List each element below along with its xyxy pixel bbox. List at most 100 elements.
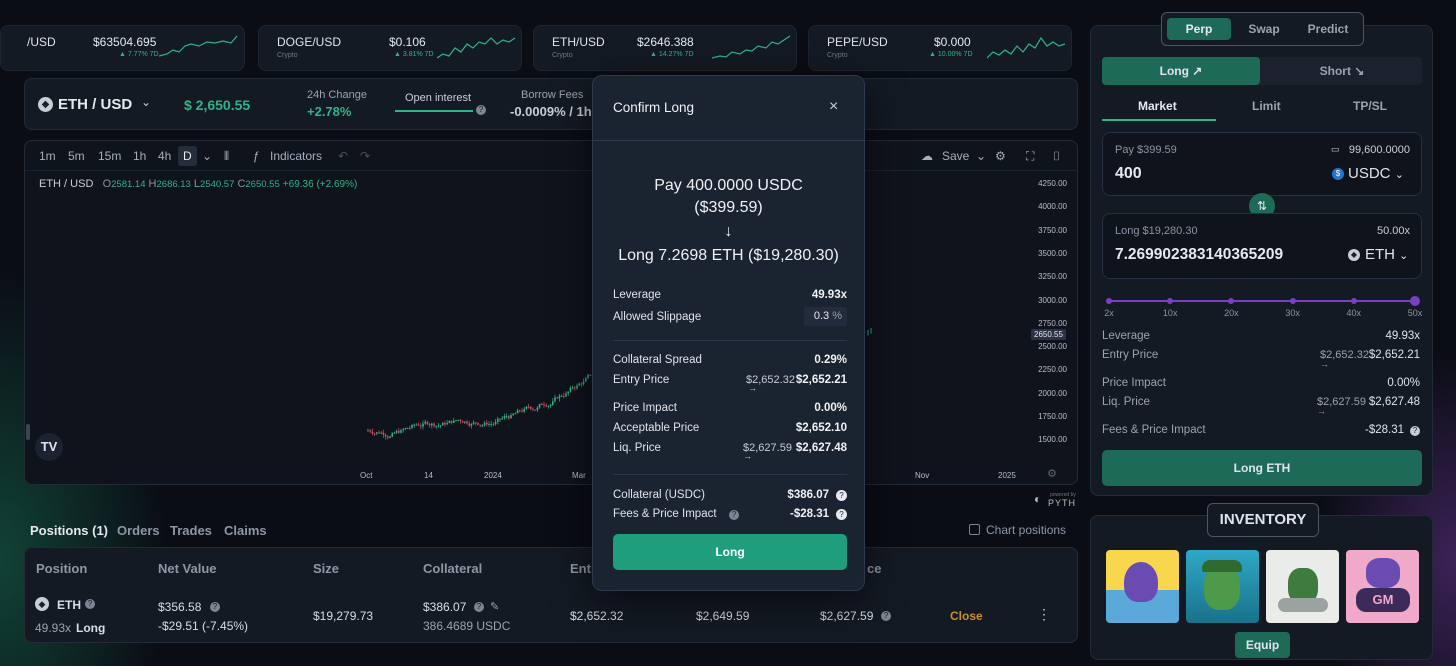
slider-tick-label: 20x [1224,308,1239,318]
info-icon[interactable]: ? [210,602,220,612]
camera-icon[interactable]: ⌷ [1053,149,1061,163]
candle-body [461,420,464,423]
long-eth-button[interactable]: Long ETH [1102,450,1422,486]
ticker-eth[interactable]: ETH/USD Crypto $2646.388 ▲ 14.27% 7D [533,25,797,71]
tab-tpsl[interactable]: TP/SL [1353,99,1388,113]
long-token-selector[interactable]: ETH ⌄ [1365,246,1408,263]
edit-pencil-icon[interactable]: ✎ [490,601,500,613]
tab-market[interactable]: Market [1138,99,1177,113]
slippage-input[interactable]: 0.3 % [804,307,847,326]
chevron-down-icon[interactable]: ⌄ [141,95,152,109]
ticker-price: $0.106 [389,35,426,49]
more-menu-icon[interactable]: ⋮ [1037,606,1051,622]
close-value: 2650.55 [245,179,280,190]
col-entry-partial: Entr [570,561,596,576]
candle-type-icon[interactable]: ⫴ [224,149,230,163]
interval-d[interactable]: D [178,146,197,166]
liq-to: $2,627.48 [1368,396,1420,408]
candle-body [404,428,407,430]
leverage-slider[interactable] [1106,296,1420,306]
candle-body [492,423,495,425]
settings-gear-icon[interactable]: ⚙ [995,149,1006,163]
scroll-handle[interactable] [26,424,30,440]
slider-knob[interactable] [1410,296,1420,306]
mode-switch: Perp Swap Predict [1161,12,1364,46]
chevron-down-icon[interactable]: ⌄ [202,149,213,163]
candle-body [587,374,589,379]
info-icon[interactable]: ? [729,510,739,520]
position-side: Long [76,621,106,635]
inventory-item-1[interactable] [1106,550,1179,623]
inventory-item-4[interactable]: GM [1346,550,1419,623]
pyth-icon: ◐ [1034,492,1042,506]
price-tick-label: 1750.00 [1038,412,1067,421]
candle-body [459,419,462,421]
ticker-pepe[interactable]: PEPE/USD Crypto $0.000 ▲ 10.00% 7D [808,25,1072,71]
pay-amount-input[interactable]: 400 [1115,165,1142,182]
pay-box[interactable]: Pay $399.59 ▭ 99,600.0000 400 $ USDC ⌄ [1102,132,1422,196]
chevron-down-icon[interactable]: ⌄ [976,149,987,163]
impact-value: 0.00% [814,402,847,414]
tab-orders[interactable]: Orders [117,523,160,538]
save-button[interactable]: Save [942,149,970,163]
position-leverage: 49.93x [35,621,72,635]
info-icon[interactable]: ? [836,509,847,520]
close-position-button[interactable]: Close [950,609,983,623]
close-icon[interactable]: × [829,98,839,115]
short-tab[interactable]: Short ↘ [1262,57,1422,85]
cap-icon [1202,560,1242,572]
price-chart[interactable]: 1m 5m 15m 1h 4h D ⌄ ⫴ ƒ Indicators ↶ ↷ ☁… [24,140,1078,485]
info-icon[interactable]: ? [1410,426,1420,436]
redo-icon[interactable]: ↷ [360,149,371,163]
ticker-sparkline [437,37,516,59]
ticker-category: Crypto [277,52,298,59]
interval-4h[interactable]: 4h [158,149,172,163]
mode-predict[interactable]: Predict [1307,22,1349,36]
confirm-long-button[interactable]: Long [613,534,847,570]
chart-positions-checkbox[interactable] [969,524,980,535]
axis-settings-icon[interactable]: ⚙ [1047,468,1057,480]
market-selector[interactable]: ETH / USD [58,96,133,113]
chevron-down-icon: ⌄ [1394,169,1404,181]
inventory-item-3[interactable] [1266,550,1339,623]
tab-trades[interactable]: Trades [170,523,212,538]
info-icon[interactable]: ? [881,611,891,621]
tab-claims[interactable]: Claims [224,523,267,538]
interval-5m[interactable]: 5m [68,149,85,163]
candle-body [580,383,583,385]
interval-15m[interactable]: 15m [98,149,122,163]
long-box[interactable]: Long $19,280.30 50.00x 7.269902383140365… [1102,213,1422,279]
pay-token-selector[interactable]: USDC ⌄ [1348,165,1404,182]
long-token: ETH [1365,246,1395,263]
info-icon[interactable]: ? [836,490,847,501]
open-interest-label: Open interest [405,92,472,104]
liq-label: Liq. Price [613,442,661,454]
mode-swap[interactable]: Swap [1248,22,1280,36]
indicators-icon[interactable]: ƒ [253,149,260,163]
candle-body [589,374,591,376]
long-tab[interactable]: Long ↗ [1102,57,1260,85]
fees-label: Fees & Price Impact [613,508,717,520]
interval-1h[interactable]: 1h [133,149,147,163]
fullscreen-icon[interactable]: ⛶ [1026,149,1035,163]
tab-limit[interactable]: Limit [1252,99,1281,113]
info-icon[interactable]: ? [474,602,484,612]
mode-perp[interactable]: Perp [1167,18,1231,40]
trade-summary: Pay 400.0000 USDC ($399.59) ↓ Long 7.269… [593,175,864,267]
candle-body [380,432,382,434]
undo-icon[interactable]: ↶ [338,149,349,163]
interval-1m[interactable]: 1m [39,149,56,163]
indicators-button[interactable]: Indicators [270,149,323,163]
candle-body [543,404,545,406]
inventory-item-2[interactable] [1186,550,1259,623]
tab-positions[interactable]: Positions (1) [30,523,109,538]
candle-body [457,419,459,421]
info-icon[interactable]: ? [85,599,95,609]
ticker-btc[interactable]: /USD $63504.695 ▲ 7.77% 7D [0,25,245,71]
ticker-doge[interactable]: DOGE/USD Crypto $0.106 ▲ 3.81% 7D [258,25,522,71]
candle-body [398,430,400,433]
info-icon[interactable]: ? [476,105,486,115]
equip-button[interactable]: Equip [1235,632,1290,658]
candle-body [505,416,508,418]
arrow-down-icon: ↓ [724,223,733,240]
